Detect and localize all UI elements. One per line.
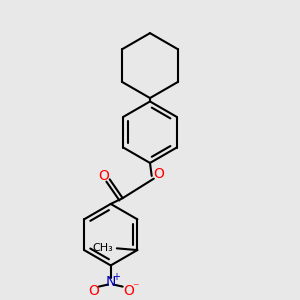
Text: O: O [98,169,109,183]
Text: +: + [112,272,121,282]
Text: O: O [123,284,134,298]
Text: CH₃: CH₃ [92,243,113,253]
Text: O: O [153,167,164,181]
Text: ⁻: ⁻ [132,281,138,295]
Text: N: N [106,275,116,289]
Text: O: O [88,284,99,298]
